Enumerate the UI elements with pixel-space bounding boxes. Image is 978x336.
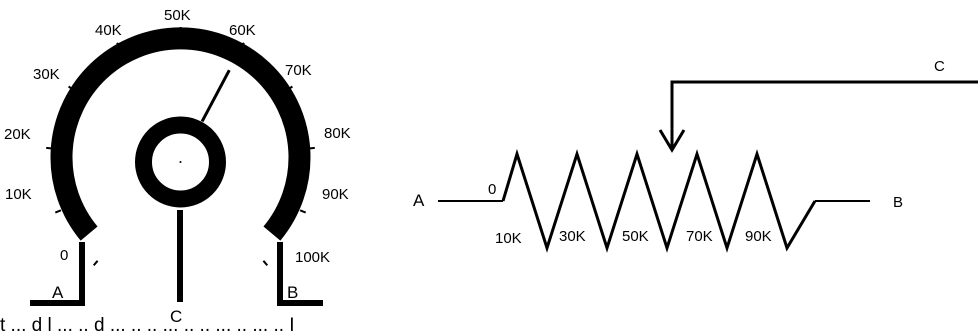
dial-label: 40K bbox=[95, 22, 122, 39]
wiper-arm bbox=[200, 69, 231, 123]
wiper-c-wire bbox=[670, 80, 978, 147]
lead-a-vertical bbox=[79, 242, 85, 306]
peak-label: 30K bbox=[559, 228, 586, 245]
dial-label: 70K bbox=[285, 62, 312, 79]
knob-ring bbox=[135, 116, 226, 208]
lead-c bbox=[177, 210, 183, 302]
dial-label: 30K bbox=[33, 66, 60, 83]
dial-tick bbox=[116, 42, 121, 49]
zigzag-resistor bbox=[501, 148, 817, 253]
dial-tick bbox=[299, 209, 307, 214]
wiper-arrowhead bbox=[658, 129, 686, 153]
dial-tick bbox=[240, 42, 245, 49]
dial-tick bbox=[54, 209, 62, 214]
dial-tick bbox=[46, 146, 53, 150]
start-label: 0 bbox=[488, 181, 496, 198]
terminal-a-label: A bbox=[413, 191, 425, 210]
rotary-potentiometer: 0 10K 20K 30K 40K 50K 60K 70K 80K 90K 10… bbox=[4, 7, 351, 326]
peak-label: 10K bbox=[495, 230, 522, 247]
dial-label: 80K bbox=[324, 125, 351, 142]
peak-label: 70K bbox=[686, 228, 713, 245]
terminal-c-label: C bbox=[934, 58, 945, 75]
dial-tick bbox=[92, 260, 99, 267]
dial-tick bbox=[262, 260, 269, 267]
terminal-a-label: A bbox=[52, 283, 64, 302]
terminal-b-label: B bbox=[893, 194, 903, 211]
peak-label: 90K bbox=[745, 228, 772, 245]
dial-tick bbox=[308, 146, 315, 150]
dial-label: 20K bbox=[4, 126, 31, 143]
dial-tick bbox=[68, 85, 75, 91]
terminal-c-label: C bbox=[170, 307, 182, 326]
caption-text: t ... d l ... .. d ... .. .. ... .. .. .… bbox=[0, 316, 295, 336]
resistor-symbol: A B C 0 10K 30K 50K 70K 90K bbox=[413, 58, 978, 253]
terminal-b-label: B bbox=[287, 283, 298, 302]
dial-ticks bbox=[46, 27, 315, 267]
lead-b-foot bbox=[277, 300, 323, 306]
lead-a-foot bbox=[30, 300, 85, 306]
resistive-track bbox=[50, 27, 311, 241]
dial-label: 90K bbox=[322, 186, 349, 203]
dial-labels: 0 10K 20K 30K 40K 50K 60K 70K 80K 90K 10… bbox=[4, 7, 351, 266]
dial-tick bbox=[286, 85, 293, 91]
dial-label: 60K bbox=[229, 22, 256, 39]
peak-label: 50K bbox=[622, 228, 649, 245]
dial-label: 100K bbox=[295, 249, 330, 266]
dial-label: 0 bbox=[60, 247, 68, 264]
dial-label: 50K bbox=[164, 7, 191, 24]
knob-center-dot bbox=[179, 161, 182, 163]
lead-b-vertical bbox=[277, 242, 283, 306]
dial-label: 10K bbox=[5, 186, 32, 203]
